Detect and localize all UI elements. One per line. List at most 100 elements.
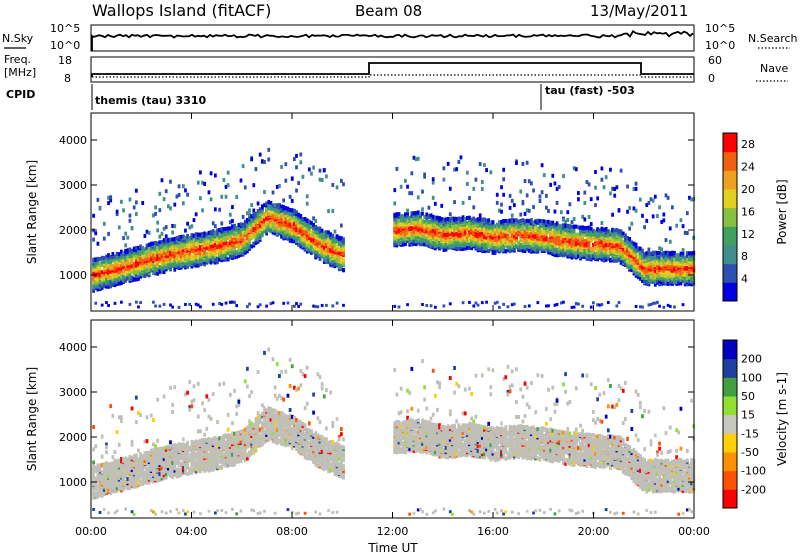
data-cell <box>512 203 516 208</box>
data-cell <box>337 263 341 268</box>
data-cell <box>495 229 499 234</box>
data-cell <box>444 223 448 228</box>
data-cell <box>461 217 465 222</box>
data-cell <box>538 219 542 224</box>
data-cell <box>147 247 151 252</box>
data-cell <box>480 246 484 251</box>
data-cell <box>201 233 204 238</box>
data-cell <box>199 305 202 309</box>
data-cell <box>604 238 608 243</box>
data-cell <box>177 256 181 261</box>
data-cell <box>579 249 582 254</box>
data-cell <box>254 240 258 245</box>
data-cell <box>222 177 226 182</box>
data-cell <box>427 214 431 219</box>
data-cell <box>427 239 431 244</box>
data-cell <box>284 235 288 240</box>
data-cell <box>295 238 298 243</box>
data-cell <box>510 222 514 227</box>
data-cell <box>540 227 544 232</box>
data-cell <box>596 241 599 246</box>
data-cell <box>393 201 397 206</box>
data-cell <box>278 183 281 188</box>
data-cell <box>419 231 422 236</box>
data-cell <box>534 225 538 230</box>
data-cell <box>530 218 533 223</box>
data-cell <box>297 216 301 221</box>
data-cell <box>562 300 565 304</box>
data-cell <box>222 232 226 237</box>
data-cell <box>416 224 420 229</box>
data-cell <box>260 159 264 164</box>
data-cell <box>406 208 409 213</box>
data-cell <box>527 226 531 231</box>
data-cell <box>562 230 565 235</box>
data-cell <box>310 238 313 243</box>
data-cell <box>559 230 563 235</box>
data-cell <box>175 250 179 255</box>
data-cell <box>325 238 328 243</box>
data-cell <box>297 304 301 308</box>
data-cell <box>589 226 593 231</box>
data-cell <box>480 241 484 246</box>
data-cell <box>175 194 179 199</box>
data-cell <box>250 157 254 162</box>
data-cell <box>120 300 123 304</box>
data-cell <box>115 268 119 273</box>
data-cell <box>478 223 482 228</box>
data-cell <box>523 179 527 184</box>
data-cell <box>342 303 345 307</box>
data-cell <box>307 249 311 254</box>
data-cell <box>331 262 335 267</box>
data-cell <box>299 244 303 249</box>
data-cell <box>483 249 486 254</box>
data-cell <box>147 253 151 258</box>
data-cell <box>444 227 448 232</box>
data-cell <box>179 243 183 248</box>
data-cell <box>122 264 125 269</box>
data-cell <box>559 248 563 253</box>
data-cell <box>98 276 102 281</box>
data-cell <box>436 240 439 245</box>
data-cell <box>596 230 599 235</box>
data-cell <box>421 207 424 212</box>
data-cell <box>425 226 429 231</box>
data-cell <box>540 242 544 247</box>
data-cell <box>461 238 465 243</box>
data-cell <box>109 263 113 268</box>
data-cell <box>179 237 183 242</box>
data-cell <box>519 212 523 217</box>
data-cell <box>457 223 461 228</box>
data-cell <box>342 240 345 245</box>
data-cell <box>448 226 452 231</box>
data-cell <box>102 221 106 226</box>
data-cell <box>527 247 531 252</box>
data-cell <box>596 236 599 241</box>
data-cell <box>485 218 488 223</box>
data-cell <box>393 304 397 308</box>
data-cell <box>339 256 343 261</box>
data-cell <box>169 256 172 261</box>
data-cell <box>213 232 217 237</box>
data-cell <box>258 218 262 223</box>
data-cell <box>545 248 548 253</box>
data-cell <box>502 246 506 251</box>
data-cell <box>470 225 473 230</box>
data-cell <box>254 167 258 172</box>
data-cell <box>120 257 123 262</box>
data-cell <box>555 230 559 235</box>
data-cell <box>331 236 335 241</box>
data-cell <box>395 225 399 230</box>
data-cell <box>239 245 243 250</box>
data-cell <box>209 171 213 176</box>
data-cell <box>510 303 514 307</box>
data-cell <box>107 280 110 285</box>
data-cell <box>241 246 245 251</box>
data-cell <box>419 222 422 227</box>
data-cell <box>451 239 454 244</box>
data-cell <box>218 242 221 247</box>
data-cell <box>483 242 486 247</box>
data-cell <box>412 213 416 218</box>
data-cell <box>342 247 345 252</box>
data-cell <box>199 257 202 262</box>
